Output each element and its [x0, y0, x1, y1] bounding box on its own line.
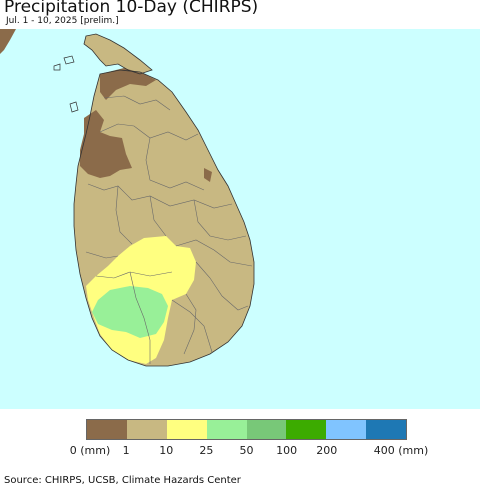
- district-boundaries: [85, 95, 253, 364]
- india-coast: [0, 29, 16, 54]
- legend-label-1: 1: [122, 444, 130, 457]
- legend-swatch-0: [87, 420, 127, 439]
- legend-label-7: 400 (mm): [373, 444, 429, 457]
- legend-swatch-7: [366, 420, 406, 439]
- map-panel: [0, 29, 480, 409]
- jaffna-peninsula: [84, 34, 152, 74]
- very-dry-area-west: [80, 110, 132, 178]
- small-islands: [53, 55, 79, 113]
- legend-label-4: 50: [239, 444, 254, 457]
- legend-label-0: 0 (mm): [69, 444, 111, 457]
- legend-label-2: 10: [159, 444, 174, 457]
- legend-label-6: 200: [316, 444, 338, 457]
- legend-swatch-5: [286, 420, 327, 439]
- wet-rain-area: [92, 286, 168, 338]
- legend-swatch-4: [246, 420, 287, 439]
- legend-label-3: 25: [199, 444, 214, 457]
- legend-swatch-3: [206, 420, 247, 439]
- legend-swatch-1: [126, 420, 167, 439]
- precipitation-map: [0, 29, 480, 409]
- source-note: Source: CHIRPS, UCSB, Climate Hazards Ce…: [4, 475, 241, 486]
- legend-label-5: 100: [276, 444, 298, 457]
- legend-labels: 0 (mm) 1 10 25 50 100 200 400 (mm): [0, 444, 480, 458]
- map-title: Precipitation 10-Day (CHIRPS): [4, 0, 259, 17]
- very-dry-area-east: [204, 168, 212, 182]
- map-subtitle: Jul. 1 - 10, 2025 [prelim.]: [6, 16, 119, 26]
- legend-swatch-6: [326, 420, 367, 439]
- coastline: [73, 69, 255, 367]
- jaffna-coastline: [83, 33, 153, 75]
- legend-colorbar: [86, 419, 407, 440]
- very-dry-area-north: [100, 68, 156, 100]
- legend-swatch-2: [166, 420, 207, 439]
